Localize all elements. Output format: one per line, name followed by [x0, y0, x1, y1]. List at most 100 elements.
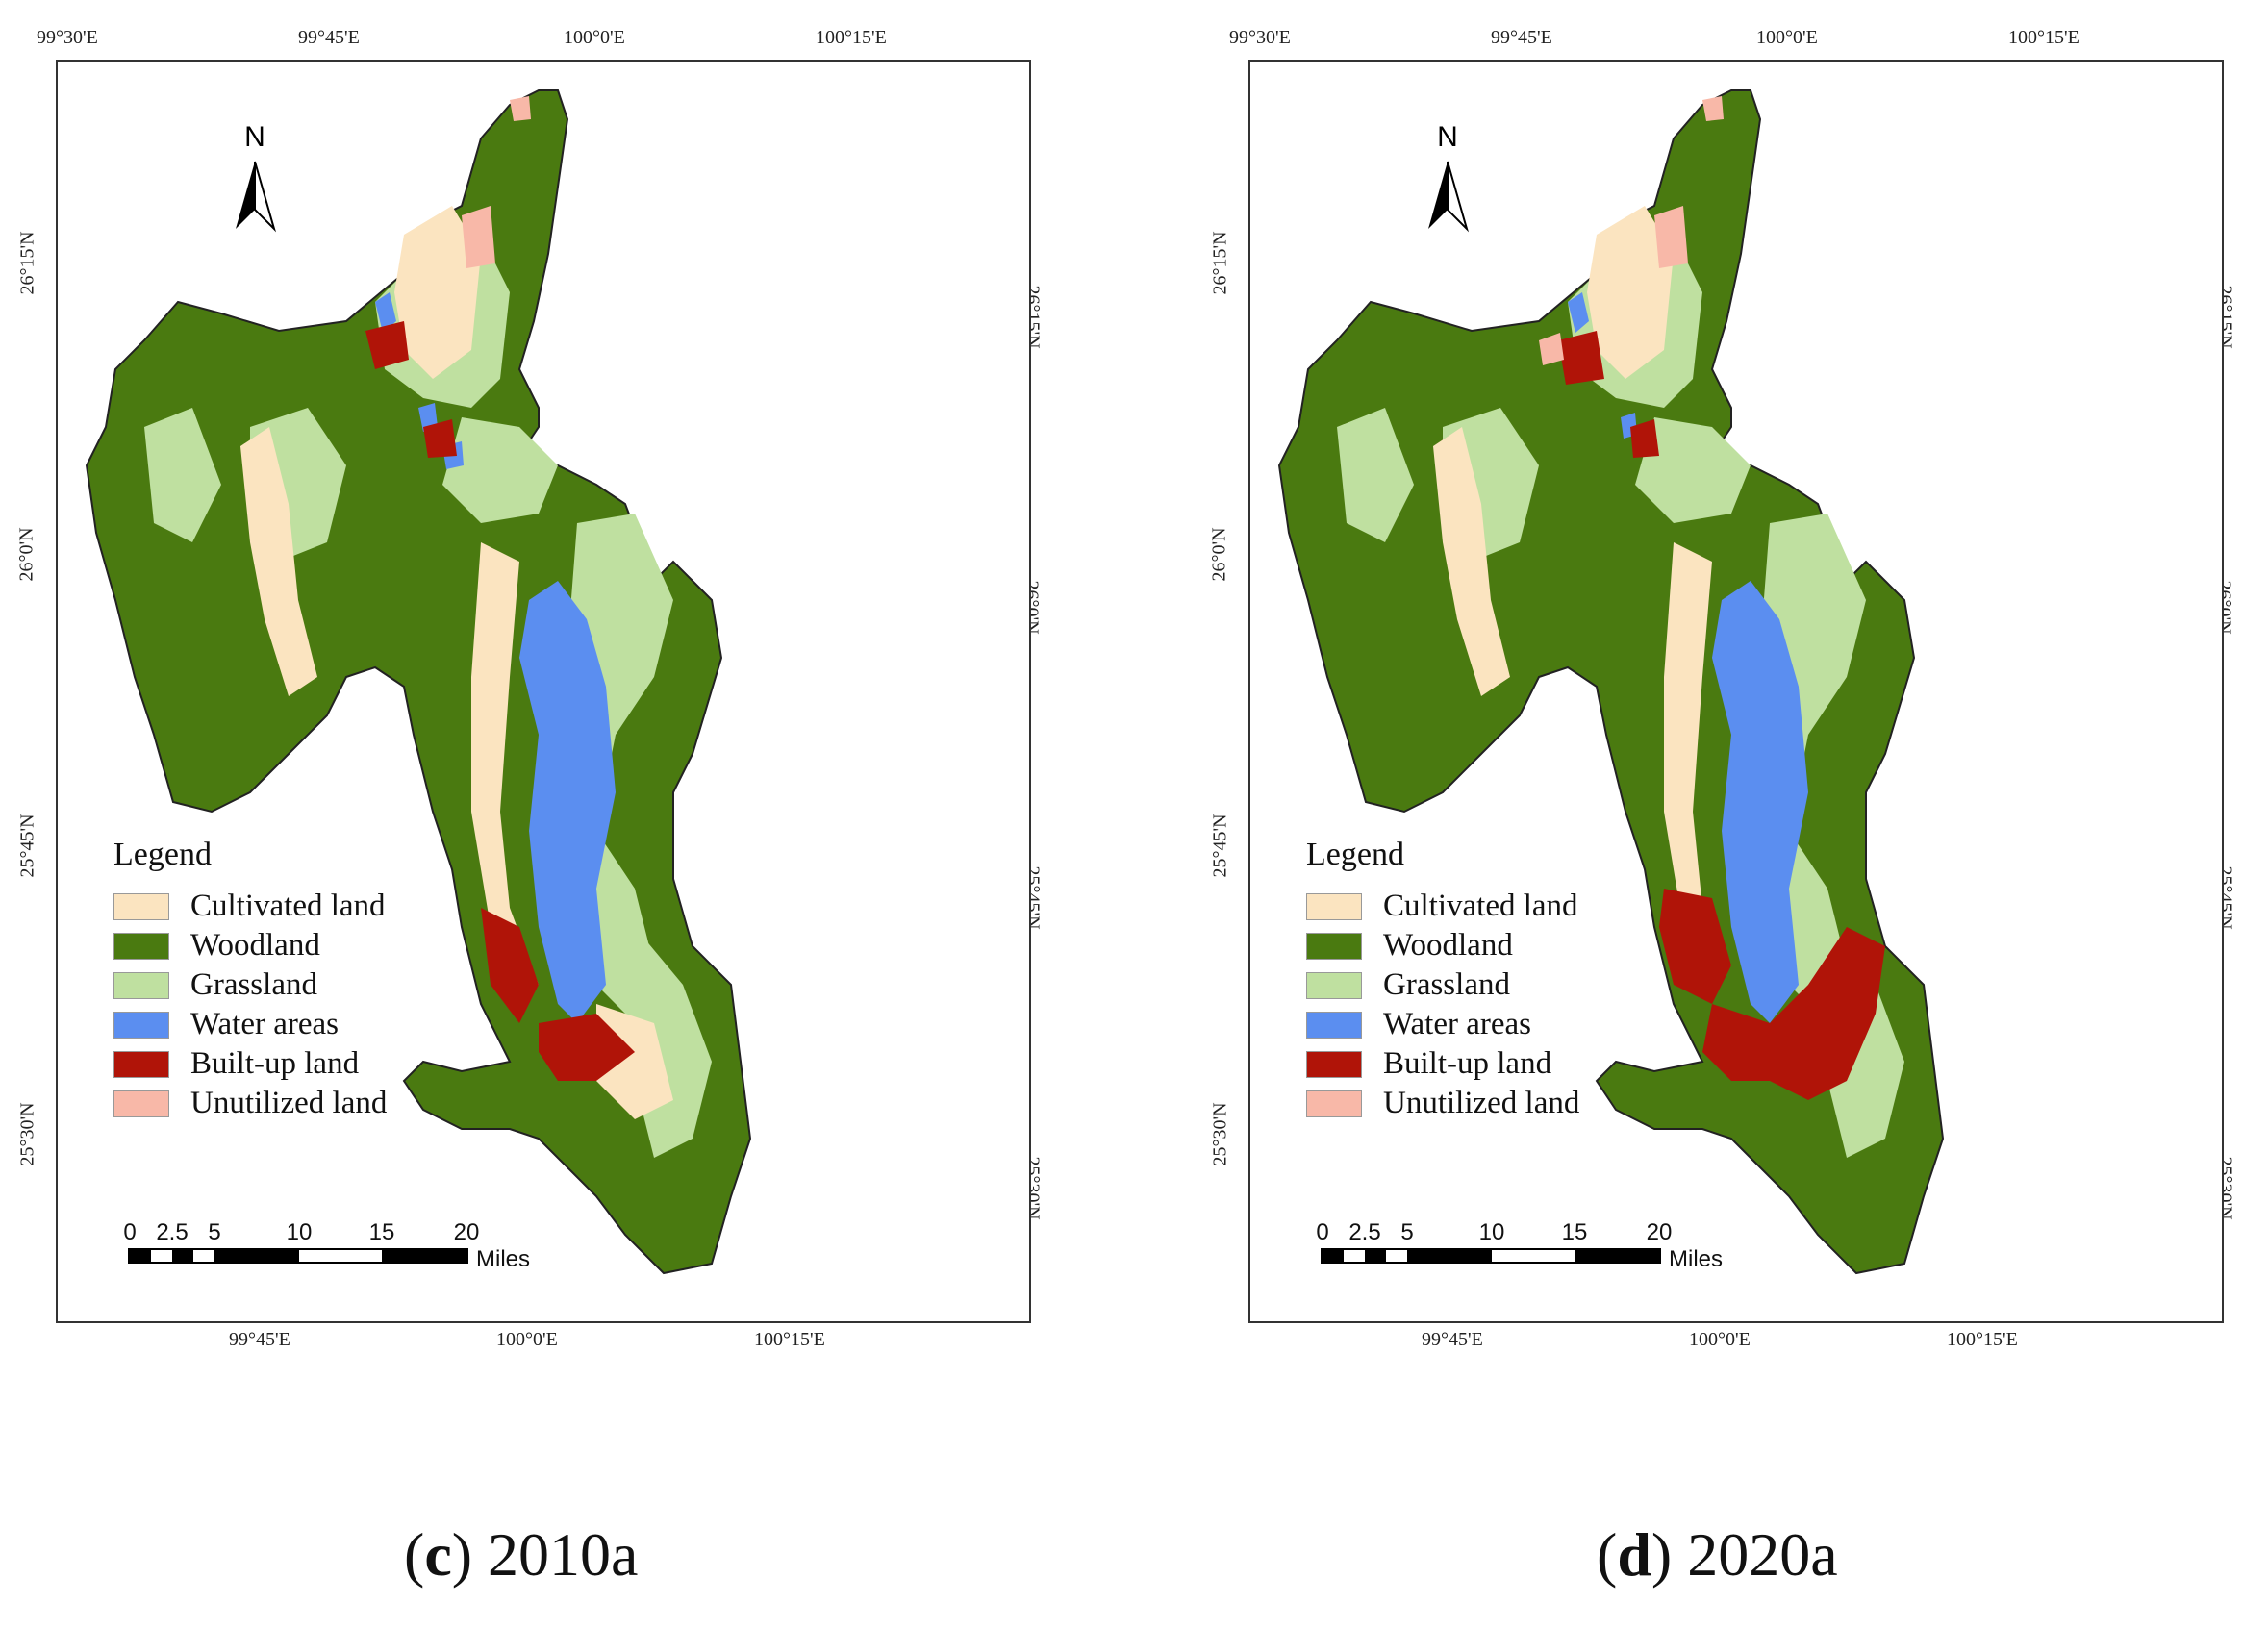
top-tick: 99°30'E: [1229, 27, 1291, 48]
top-tick: 99°30'E: [37, 27, 98, 48]
bottom-tick: 100°0'E: [1689, 1329, 1751, 1350]
legend: Legend Cultivated land Woodland Grasslan…: [1306, 837, 1579, 1123]
scale-label: 20: [1646, 1219, 1673, 1245]
land-use-map: [85, 89, 752, 1275]
builtup-land: [365, 321, 635, 1081]
north-label: N: [1437, 123, 1458, 153]
left-tick: 26°0'N: [1208, 527, 1230, 582]
left-tick: 25°30'N: [16, 1102, 38, 1166]
north-label: N: [244, 123, 265, 153]
scale-bar: 0 2.5 5 10 15 20 Miles: [123, 1219, 530, 1272]
bottom-tick: 100°0'E: [496, 1329, 558, 1350]
left-tick: 25°45'N: [1209, 814, 1231, 878]
scale-label: 5: [208, 1219, 221, 1245]
left-tick: 26°0'N: [15, 527, 38, 582]
swatch: [113, 892, 169, 920]
legend-label: Unutilized land: [190, 1086, 388, 1120]
scale-unit: Miles: [476, 1246, 531, 1272]
top-tick: 100°0'E: [564, 27, 625, 48]
legend-item-unutilized: Unutilized land: [113, 1084, 387, 1123]
legend-title: Legend: [1306, 837, 1404, 872]
legend-item-cultivated: Cultivated land: [1306, 887, 1579, 926]
land-use-map: [1277, 89, 1945, 1275]
caption-letter: d: [1617, 1520, 1651, 1589]
legend-label: Cultivated land: [1383, 889, 1578, 923]
top-tick: 100°15'E: [816, 27, 887, 48]
legend-item-cultivated: Cultivated land: [113, 887, 387, 926]
legend-item-woodland: Woodland: [113, 926, 387, 965]
legend-label: Unutilized land: [1383, 1086, 1580, 1120]
legend-label: Built-up land: [190, 1046, 360, 1081]
caption-letter: c: [424, 1520, 452, 1589]
swatch: [1306, 971, 1362, 999]
water-areas: [1568, 292, 1808, 1023]
legend-item-grassland: Grassland: [1306, 965, 1579, 1005]
scale-label: 10: [286, 1219, 313, 1245]
legend-label: Built-up land: [1383, 1046, 1552, 1081]
swatch: [113, 932, 169, 960]
legend-item-unutilized: Unutilized land: [1306, 1084, 1579, 1123]
left-tick: 26°15'N: [1209, 231, 1231, 295]
top-tick: 99°45'E: [298, 27, 360, 48]
bottom-tick: 99°45'E: [1422, 1329, 1483, 1350]
swatch: [113, 1050, 169, 1078]
scale-label: 10: [1478, 1219, 1505, 1245]
top-tick: 100°0'E: [1756, 27, 1818, 48]
bottom-tick: 100°15'E: [754, 1329, 825, 1350]
unutilized-land: [1539, 96, 1724, 365]
builtup-land: [1558, 331, 1885, 1100]
legend-label: Grassland: [1383, 967, 1510, 1002]
swatch: [1306, 892, 1362, 920]
map-panel-2020: 99°30'E 99°45'E 100°0'E 100°15'E 99°45'E…: [1193, 0, 2268, 1629]
scale-label: 0: [1316, 1219, 1329, 1245]
legend-label: Water areas: [1383, 1007, 1531, 1041]
swatch: [1306, 1011, 1362, 1039]
caption: (c) 2010a: [404, 1520, 639, 1589]
legend-item-grassland: Grassland: [113, 965, 387, 1005]
legend-label: Water areas: [190, 1007, 339, 1041]
caption-year: 2020a: [1687, 1520, 1838, 1589]
caption-year: 2010a: [488, 1520, 639, 1589]
legend-item-builtup: Built-up land: [113, 1044, 387, 1084]
scale-unit: Miles: [1669, 1246, 1724, 1272]
bottom-tick: 100°15'E: [1947, 1329, 2018, 1350]
scale-label: 15: [368, 1219, 395, 1245]
legend-item-builtup: Built-up land: [1306, 1044, 1579, 1084]
legend: Legend Cultivated land Woodland Grasslan…: [113, 837, 387, 1123]
scale-label: 15: [1561, 1219, 1588, 1245]
north-arrow-icon: N: [1428, 123, 1470, 233]
swatch: [1306, 932, 1362, 960]
legend-item-woodland: Woodland: [1306, 926, 1579, 965]
map-frame: [1248, 60, 2224, 1323]
legend-label: Woodland: [190, 928, 320, 963]
map-panel-2010: 99°30'E 99°45'E 100°0'E 100°15'E 99°45'E…: [15, 27, 1044, 1589]
scale-label: 5: [1400, 1219, 1414, 1245]
swatch: [113, 1090, 169, 1117]
legend-label: Cultivated land: [190, 889, 386, 923]
scale-bar: 0 2.5 5 10 15 20 Miles: [1316, 1219, 1723, 1272]
legend-item-water: Water areas: [113, 1005, 387, 1044]
swatch: [113, 971, 169, 999]
top-tick: 100°15'E: [2008, 27, 2079, 48]
scale-label: 0: [123, 1219, 137, 1245]
legend-title: Legend: [113, 837, 212, 872]
legend-label: Woodland: [1383, 928, 1513, 963]
scale-label: 20: [453, 1219, 480, 1245]
north-arrow-icon: N: [236, 123, 277, 233]
cultivated-patches: [1433, 206, 1731, 985]
map-frame: [56, 60, 1031, 1323]
scale-label: 2.5: [1348, 1219, 1381, 1245]
legend-item-water: Water areas: [1306, 1005, 1579, 1044]
left-tick: 26°15'N: [16, 231, 38, 295]
swatch: [113, 1011, 169, 1039]
scale-label: 2.5: [156, 1219, 189, 1245]
caption: (d) 2020a: [1597, 1520, 1838, 1589]
top-tick: 99°45'E: [1491, 27, 1552, 48]
left-tick: 25°30'N: [1209, 1102, 1231, 1166]
left-tick: 25°45'N: [16, 814, 38, 878]
swatch: [1306, 1090, 1362, 1117]
legend-label: Grassland: [190, 967, 317, 1002]
bottom-tick: 99°45'E: [229, 1329, 290, 1350]
swatch: [1306, 1050, 1362, 1078]
unutilized-land: [462, 96, 531, 268]
